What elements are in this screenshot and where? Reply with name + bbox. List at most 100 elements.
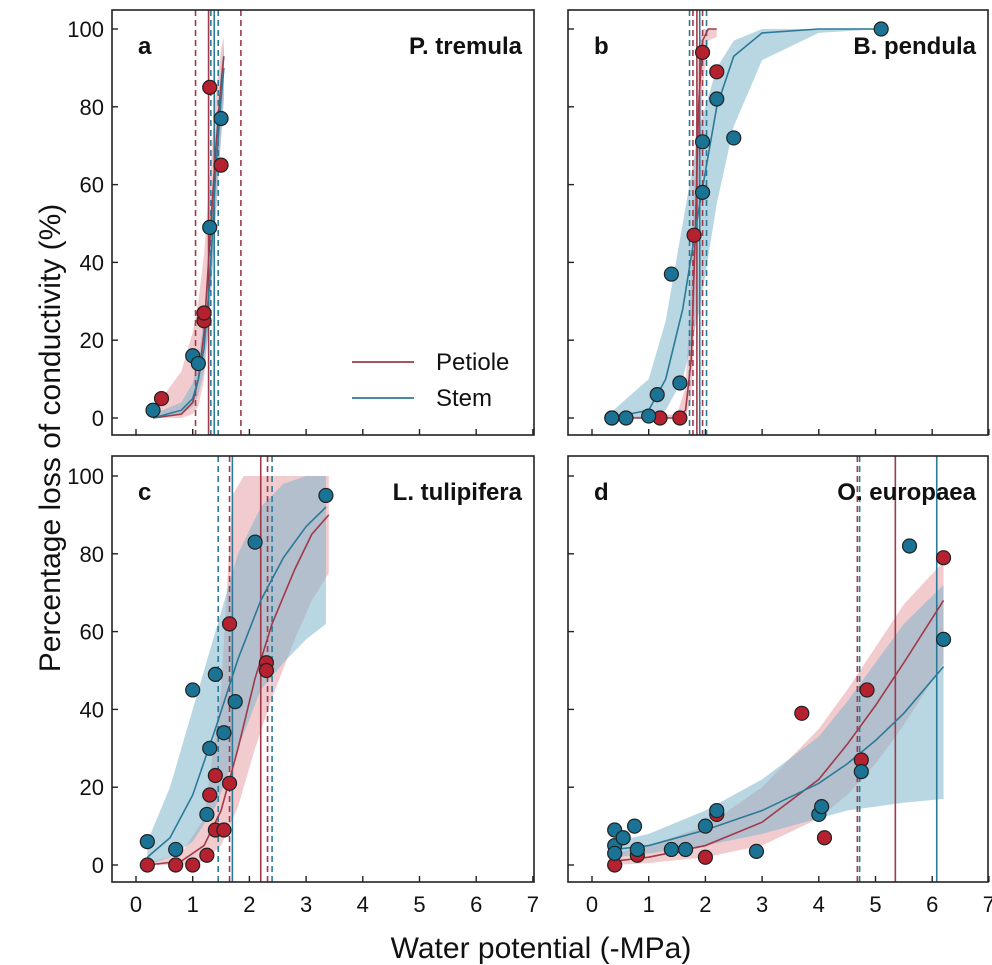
data-point-stem xyxy=(629,841,645,858)
ci-band-stem xyxy=(614,584,944,858)
x-tick-label: 4 xyxy=(357,892,369,917)
y-tick-label: 0 xyxy=(92,853,104,878)
panel-a: 0 20 40 60 80 100 a P. tremula Petiole Stem xyxy=(67,9,535,436)
data-point-stem xyxy=(139,834,155,850)
data-point-stem xyxy=(216,725,232,741)
plot-area xyxy=(607,456,952,882)
y-tick-label: 20 xyxy=(80,775,104,800)
fit-curve-petiole xyxy=(147,514,330,866)
data-point-stem xyxy=(607,845,623,861)
data-point-stem xyxy=(709,802,725,819)
x-tick-label: 6 xyxy=(470,892,482,917)
data-point-stem xyxy=(213,110,229,127)
x-tick-label: 5 xyxy=(869,892,881,917)
data-point-stem xyxy=(199,806,215,823)
data-point-stem xyxy=(641,408,657,424)
data-point-stem xyxy=(901,538,918,554)
data-point-petiole xyxy=(168,857,184,873)
panel-frame xyxy=(567,455,989,883)
data-point-petiole xyxy=(202,787,218,803)
y-tick-label: 20 xyxy=(80,328,104,353)
ci-band-stem xyxy=(147,476,326,865)
panel-frame xyxy=(111,455,535,883)
data-point-petiole xyxy=(697,849,714,865)
data-point-stem xyxy=(694,184,711,200)
plot-area xyxy=(139,456,334,882)
panel-frame xyxy=(111,9,535,436)
data-point-stem xyxy=(145,402,161,418)
panel-frame xyxy=(567,9,989,436)
data-point-stem xyxy=(247,534,263,550)
data-point-petiole xyxy=(686,227,702,243)
data-point-petiole xyxy=(216,822,232,838)
data-point-stem xyxy=(190,355,206,372)
data-point-stem xyxy=(709,91,725,107)
data-point-petiole xyxy=(794,705,810,721)
x-tick-label: 7 xyxy=(527,892,539,917)
data-point-stem xyxy=(697,818,714,834)
fit-curve-petiole xyxy=(152,56,225,419)
data-point-petiole xyxy=(258,662,275,679)
data-point-stem xyxy=(663,266,679,282)
species-label: O. europaea xyxy=(837,479,976,506)
x-tick-label: 3 xyxy=(300,892,312,917)
data-point-petiole xyxy=(185,857,201,873)
data-point-stem xyxy=(672,375,688,391)
species-label: B. pendula xyxy=(853,33,976,60)
data-point-petiole xyxy=(213,157,229,173)
data-point-stem xyxy=(748,843,765,859)
data-point-stem xyxy=(873,21,889,37)
panel-letter: a xyxy=(138,33,152,60)
data-point-petiole xyxy=(816,830,833,846)
panel-d: 0 1 2 3 4 5 6 7 d O. europaea xyxy=(567,455,992,917)
data-point-stem xyxy=(185,682,201,698)
y-tick-label: 100 xyxy=(67,17,104,42)
x-tick-label: 2 xyxy=(699,892,711,917)
x-tick-label: 5 xyxy=(413,892,425,917)
legend: Petiole Stem xyxy=(352,349,509,412)
data-point-petiole xyxy=(221,616,238,632)
panel-letter: c xyxy=(138,479,151,506)
ci-band-stem xyxy=(609,29,882,418)
x-tick-label: 7 xyxy=(983,892,992,917)
data-point-stem xyxy=(615,830,631,846)
y-tick-label: 80 xyxy=(80,542,104,567)
data-point-petiole xyxy=(935,550,952,566)
panel-c: 0 1 2 3 4 5 6 7 0 20 40 60 80 100 c L. tulipifera xyxy=(67,455,539,917)
legend-label-stem: Stem xyxy=(436,385,492,412)
data-point-stem xyxy=(618,410,634,426)
data-point-stem xyxy=(202,740,218,756)
data-point-stem xyxy=(649,387,665,403)
y-axis-title: Percentage loss of conductivity (%) xyxy=(34,204,67,673)
plot-area xyxy=(604,10,889,435)
panel-b: b B. pendula xyxy=(567,9,990,436)
data-point-petiole xyxy=(139,857,155,873)
data-point-stem xyxy=(626,818,643,834)
data-point-stem xyxy=(677,841,694,858)
data-point-stem xyxy=(227,694,243,710)
x-tick-label: 2 xyxy=(243,892,255,917)
data-point-stem xyxy=(814,799,830,815)
x-tick-label: 6 xyxy=(926,892,938,917)
species-label: P. tremula xyxy=(409,33,523,60)
plot-area xyxy=(145,10,242,435)
fit-curve-stem xyxy=(614,666,945,851)
data-point-petiole xyxy=(202,79,218,95)
fit-curve-stem xyxy=(146,506,327,858)
y-tick-label: 40 xyxy=(80,697,104,722)
data-point-stem xyxy=(207,666,223,682)
x-tick-label: 0 xyxy=(586,892,598,917)
data-point-stem xyxy=(694,134,711,150)
data-point-stem xyxy=(935,631,952,647)
data-point-petiole xyxy=(196,305,212,321)
data-point-petiole xyxy=(859,682,875,698)
legend-label-petiole: Petiole xyxy=(436,349,509,376)
x-tick-label: 3 xyxy=(756,892,768,917)
x-tick-label: 1 xyxy=(643,892,655,917)
y-tick-label: 0 xyxy=(92,406,104,431)
data-point-petiole xyxy=(221,775,238,791)
y-tick-label: 60 xyxy=(80,620,104,645)
data-point-stem xyxy=(202,219,218,235)
